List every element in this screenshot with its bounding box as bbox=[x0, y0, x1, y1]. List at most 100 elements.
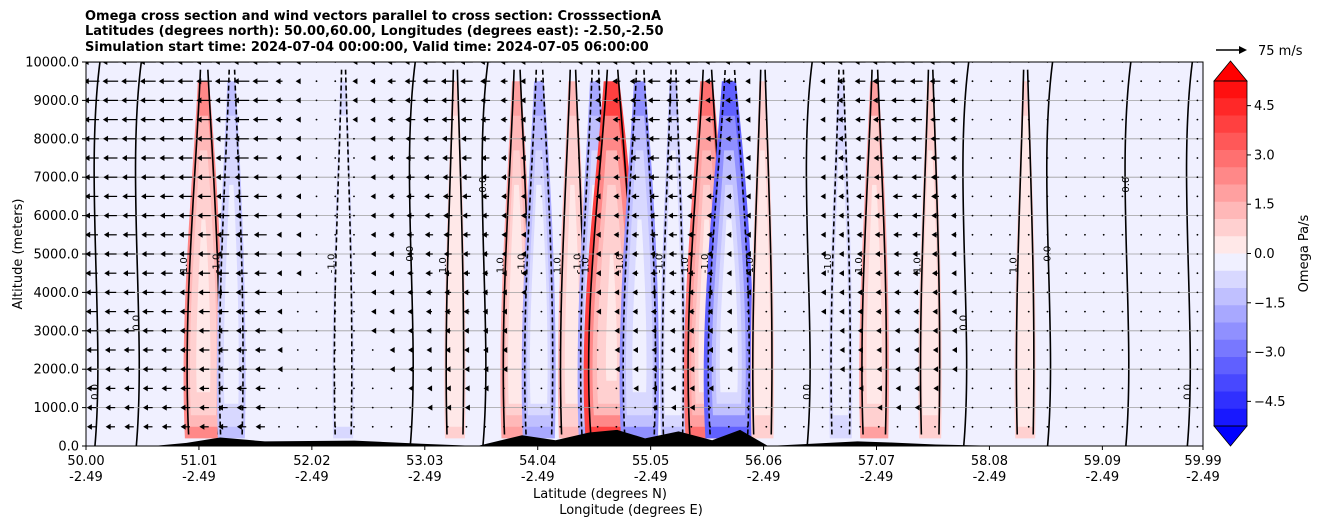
wind-vector bbox=[196, 78, 212, 85]
wind-vector bbox=[950, 193, 957, 200]
wind-vector bbox=[911, 155, 922, 161]
wind-vector bbox=[629, 78, 641, 85]
x-axis-label-line-2: Longitude (degrees E) bbox=[559, 503, 703, 518]
wind-vector bbox=[784, 157, 786, 159]
wind-vector bbox=[425, 308, 432, 315]
wind-vector bbox=[389, 308, 395, 315]
wind-vector bbox=[950, 212, 957, 219]
wind-vector bbox=[1121, 118, 1124, 121]
wind-vector bbox=[218, 423, 228, 430]
wind-vector bbox=[820, 62, 826, 65]
wind-vector bbox=[1121, 272, 1124, 275]
wind-vector bbox=[1102, 80, 1105, 83]
wind-vector bbox=[632, 270, 639, 277]
wind-vector bbox=[197, 174, 211, 181]
wind-vector bbox=[253, 174, 268, 181]
wind-vector bbox=[578, 425, 580, 428]
wind-vector bbox=[500, 135, 508, 142]
wind-vector bbox=[353, 310, 355, 313]
wind-vector bbox=[521, 310, 524, 313]
wind-vector bbox=[1065, 137, 1068, 140]
wind-vector bbox=[687, 251, 696, 257]
wind-vector bbox=[480, 97, 491, 104]
wind-vector bbox=[104, 270, 117, 277]
wind-vector bbox=[914, 404, 920, 411]
wind-vector bbox=[540, 233, 543, 236]
colorbar-tick-label: 4.5 bbox=[1254, 99, 1275, 114]
wind-vector bbox=[630, 174, 640, 181]
wind-vector bbox=[296, 425, 299, 428]
wind-vector bbox=[215, 174, 230, 181]
wind-vector bbox=[1196, 80, 1199, 83]
wind-vector bbox=[540, 80, 543, 83]
wind-vector bbox=[1065, 80, 1068, 83]
wind-vector bbox=[971, 291, 974, 294]
wind-vector bbox=[578, 195, 580, 198]
wind-vector bbox=[197, 212, 211, 219]
wind-vector bbox=[353, 233, 355, 236]
wind-vector bbox=[668, 270, 677, 277]
wind-vector bbox=[838, 231, 844, 238]
wind-vector bbox=[315, 272, 318, 275]
wind-vector bbox=[1065, 349, 1068, 351]
wind-vector bbox=[236, 404, 247, 411]
wind-vector bbox=[481, 193, 489, 200]
wind-vector bbox=[443, 231, 452, 238]
wind-vector bbox=[216, 193, 230, 200]
wind-vector bbox=[178, 174, 193, 181]
wind-vector bbox=[540, 291, 543, 294]
wind-vector bbox=[1140, 368, 1143, 371]
wind-vector bbox=[86, 270, 98, 277]
wind-vector bbox=[1140, 387, 1143, 390]
wind-vector bbox=[913, 308, 920, 315]
wind-vector bbox=[234, 116, 250, 123]
wind-vector bbox=[334, 406, 337, 409]
wind-vector bbox=[890, 62, 905, 65]
wind-vector bbox=[1027, 425, 1030, 428]
wind-vector bbox=[951, 327, 957, 334]
wind-vector bbox=[159, 116, 175, 123]
wind-vector bbox=[650, 251, 658, 257]
wind-vector bbox=[217, 308, 229, 315]
wind-vector bbox=[464, 385, 470, 392]
wind-vector bbox=[140, 97, 156, 104]
wind-vector bbox=[685, 135, 697, 142]
wind-vector bbox=[634, 406, 637, 409]
wind-vector bbox=[630, 155, 640, 161]
wind-vector bbox=[407, 308, 413, 315]
wind-vector bbox=[123, 308, 135, 315]
wind-vector bbox=[422, 78, 436, 85]
wind-vector bbox=[765, 291, 768, 294]
wind-vector bbox=[1084, 157, 1086, 159]
wind-vector bbox=[665, 62, 680, 65]
omega-band bbox=[513, 254, 520, 381]
wind-vector bbox=[559, 425, 562, 428]
wind-vector bbox=[159, 193, 174, 200]
wind-vector bbox=[390, 387, 393, 390]
wind-vector bbox=[667, 155, 679, 161]
wind-vector bbox=[121, 135, 137, 142]
wind-vector bbox=[86, 135, 99, 142]
wind-vector bbox=[1102, 176, 1105, 179]
wind-vector bbox=[315, 310, 318, 313]
wind-vector bbox=[802, 310, 805, 313]
wind-vector bbox=[802, 349, 805, 351]
wind-vector bbox=[578, 233, 580, 236]
wind-vector bbox=[387, 135, 396, 142]
wind-vector bbox=[613, 270, 619, 277]
wind-vector bbox=[1196, 425, 1199, 428]
wind-vector bbox=[1159, 80, 1161, 83]
y-tick-label: 7000.0 bbox=[34, 171, 80, 186]
wind-vector bbox=[161, 347, 172, 353]
wind-vector bbox=[1009, 195, 1011, 198]
wind-vector bbox=[217, 366, 228, 373]
wind-vector bbox=[276, 193, 282, 200]
wind-vector bbox=[1177, 214, 1180, 217]
wind-vector bbox=[932, 347, 938, 353]
wind-vector bbox=[390, 406, 393, 409]
wind-vector bbox=[784, 368, 786, 371]
wind-vector bbox=[671, 425, 674, 428]
colorbar-segment bbox=[1214, 339, 1247, 358]
wind-vector bbox=[647, 97, 660, 104]
wind-vector bbox=[1121, 195, 1124, 198]
